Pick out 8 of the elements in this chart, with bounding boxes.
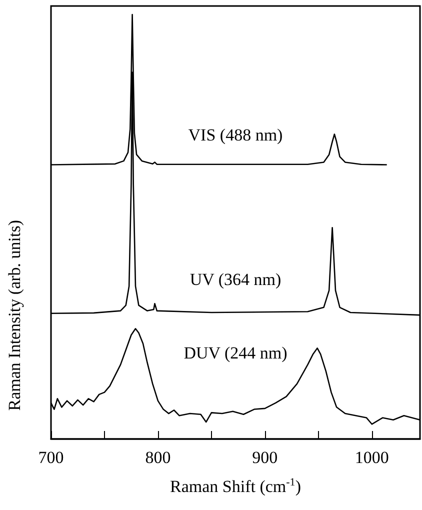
x-tick-label: 800 [145,448,171,467]
y-axis-title: Raman Intensity (arb. units) [5,220,24,411]
x-tick-label: 900 [252,448,278,467]
series-label: VIS (488 nm) [188,125,283,144]
series-label: DUV (244 nm) [184,343,288,362]
series-label: UV (364 nm) [190,270,282,289]
x-tick-label: 1000 [354,448,389,467]
x-tick-label: 700 [38,448,64,467]
